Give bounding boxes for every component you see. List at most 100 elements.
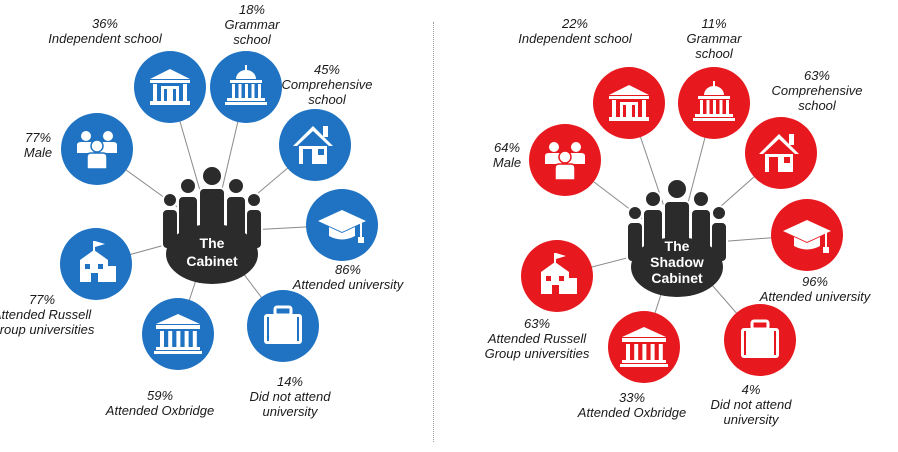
comprehensive-node [279, 109, 351, 181]
grammar-node [210, 51, 282, 123]
building-icon [609, 85, 649, 121]
russell-group-label: 63% Attended Russell Group universities [485, 316, 590, 361]
male-node [61, 113, 133, 185]
domed-building-icon [693, 81, 735, 121]
label-text: Attended Russell [0, 307, 92, 322]
oxbridge-label: 33% Attended Oxbridge [578, 390, 686, 420]
grammar-node [678, 67, 750, 139]
graduation-cap-icon [783, 220, 831, 253]
attended-university-label: 96% Attended university [760, 274, 871, 304]
russell-group-node [60, 228, 132, 300]
cabinet-hub-title: The Cabinet [186, 235, 238, 269]
hub-title-line: Cabinet [186, 253, 238, 269]
hub-title-line: Shadow [650, 254, 704, 270]
label-text: Grammar [224, 17, 280, 32]
attended-university-node [771, 199, 843, 271]
label-text: Attended university [292, 277, 404, 292]
comprehensive-label: 63% Comprehensive school [771, 68, 862, 113]
independent-label: 36% Independent school [48, 16, 161, 46]
attended-university-node [306, 189, 378, 261]
label-text: Comprehensive [281, 77, 373, 92]
cabinet-diagram: The Cabinet [60, 51, 378, 370]
oxbridge-label: 59% Attended Oxbridge [106, 388, 214, 418]
label-text: university [723, 412, 779, 427]
comprehensive-circle [279, 109, 351, 181]
independent-node [134, 51, 206, 123]
label-text: university [262, 404, 318, 419]
label-text: Attended Oxbridge [105, 403, 215, 418]
percentage-value: 63% [523, 316, 551, 331]
comprehensive-circle [745, 117, 817, 189]
did-not-attend-label: 4% Did not attend university [711, 382, 792, 427]
label-text: Grammar [686, 31, 742, 46]
label-text: Did not attend [710, 397, 792, 412]
hub-title-line: The [200, 235, 225, 251]
male-node [529, 124, 601, 196]
did-not-attend-node [724, 304, 796, 376]
label-text: Group universities [0, 322, 95, 337]
percentage-value: 14% [276, 374, 304, 389]
label-text: Did not attend [249, 389, 331, 404]
percentage-value: 63% [803, 68, 831, 83]
label-text: school [695, 46, 733, 61]
percentage-value: 59% [146, 388, 174, 403]
label-text: Male [492, 155, 522, 170]
did-not-attend-node [247, 290, 319, 362]
oxbridge-node [142, 298, 214, 370]
percentage-value: 77% [28, 292, 56, 307]
oxbridge-node [608, 311, 680, 383]
grammar-label: 18% Grammar school [225, 2, 280, 47]
people-icon [545, 142, 585, 181]
label-text: Male [23, 145, 53, 160]
russell-group-node [521, 240, 593, 312]
percentage-value: 11% [701, 16, 727, 31]
label-text: Independent school [48, 31, 162, 46]
graduation-cap-icon [318, 210, 366, 243]
shadow-hub-title: The Shadow Cabinet [650, 238, 704, 286]
label-text: school [233, 32, 271, 47]
percentage-value: 96% [801, 274, 829, 289]
percentage-value: 22% [561, 16, 589, 31]
hub-title-line: The [665, 238, 690, 254]
domed-building-icon [225, 65, 267, 105]
house-icon [759, 134, 799, 172]
percentage-value: 45% [313, 62, 341, 77]
label-text: Independent school [518, 31, 632, 46]
label-text: Attended Oxbridge [577, 405, 687, 420]
schoolhouse-icon [80, 241, 116, 282]
label-text: Group universities [484, 346, 590, 361]
percentage-value: 18% [238, 2, 266, 17]
cabinet-hub: The Cabinet [161, 165, 263, 284]
briefcase-icon [264, 305, 302, 344]
percentage-value: 64% [493, 140, 521, 155]
label-text: school [798, 98, 836, 113]
shadow-cabinet-diagram: The Shadow Cabinet [521, 67, 843, 383]
label-text: Comprehensive [771, 83, 863, 98]
building-icon [150, 69, 190, 105]
columns-building-icon [154, 314, 202, 354]
percentage-value: 36% [91, 16, 119, 31]
independent-node [593, 67, 665, 139]
shadow-hub: The Shadow Cabinet [626, 178, 728, 297]
grammar-label: 11% Grammar school [687, 16, 742, 61]
comprehensive-node [745, 117, 817, 189]
independent-label: 22% Independent school [518, 16, 631, 46]
attended-university-label: 86% Attended university [293, 262, 404, 292]
columns-building-icon [620, 327, 668, 367]
percentage-value: 86% [334, 262, 362, 277]
percentage-value: 33% [618, 390, 646, 405]
briefcase-icon [741, 319, 779, 358]
percentage-value: 4% [741, 382, 761, 397]
percentage-value: 77% [24, 130, 52, 145]
comprehensive-label: 45% Comprehensive school [281, 62, 372, 107]
shadow-cabinet-panel: The Shadow Cabinet 22% Independent school 11… [449, 0, 898, 452]
panel-divider [433, 22, 434, 442]
male-label: 64% Male [493, 140, 521, 170]
male-label: 77% Male [24, 130, 52, 160]
schoolhouse-icon [541, 253, 577, 294]
label-text: Attended Russell [487, 331, 587, 346]
hub-title-line: Cabinet [651, 270, 703, 286]
cabinet-panel: The Cabinet 36% Independent school 18% Gramm… [0, 2, 404, 419]
people-icon [77, 131, 117, 170]
label-text: Attended university [759, 289, 871, 304]
